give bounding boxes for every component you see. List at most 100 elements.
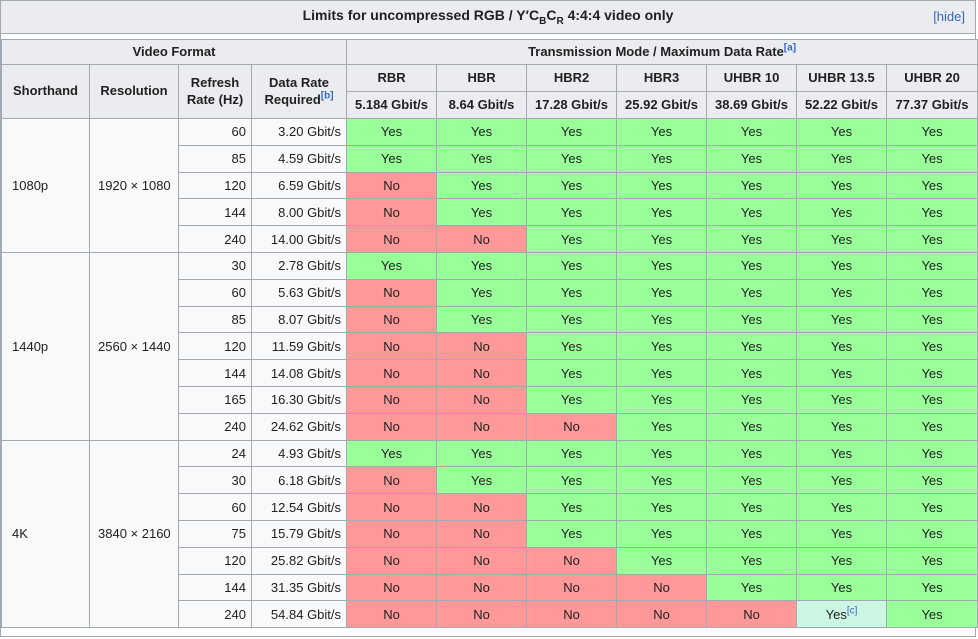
support-cell: Yes [616, 118, 708, 146]
refresh-rate-cell: 24 [178, 439, 252, 468]
support-cell: Yes [526, 278, 618, 307]
support-cell: Yes [346, 439, 438, 468]
title-text-end: 4:4:4 video only [563, 7, 674, 24]
hide-toggle-link[interactable]: [hide] [933, 9, 965, 24]
max-rate-hbr2: 17.28 Gbit/s [526, 91, 618, 119]
mode-header-rbr: RBR [346, 64, 438, 92]
table-row: 144 8.00 Gbit/s No Yes Yes Yes Yes Yes Yes [2, 198, 978, 227]
support-cell: Yes [526, 225, 618, 253]
support-cell: Yes [706, 305, 798, 334]
support-cell: Yes [616, 171, 708, 200]
refresh-rate-cell: 75 [178, 519, 252, 548]
shorthand-cell: 1080p [1, 118, 90, 253]
support-cell: Yes [796, 171, 888, 200]
resolution-column-header: Resolution [89, 64, 179, 119]
support-cell: Yes [706, 359, 798, 387]
support-cell: Yes [796, 466, 888, 495]
support-cell: Yes [526, 493, 618, 521]
support-cell: Yes [886, 144, 978, 173]
support-cell: Yes [616, 305, 708, 334]
support-cell: Yes [616, 385, 708, 414]
max-rate-uhbr20: 77.37 Gbit/s [886, 91, 978, 119]
support-cell: Yes [436, 198, 528, 227]
support-cell: No [616, 573, 708, 602]
support-label: Yes [825, 606, 847, 622]
data-rate-required-cell: 11.59 Gbit/s [250, 332, 348, 361]
support-cell: No [436, 600, 528, 629]
support-cell: Yes [886, 278, 978, 307]
support-cell: Yes [706, 466, 798, 495]
support-cell: Yes [526, 332, 618, 361]
support-cell: Yes [706, 385, 798, 414]
data-rate-required-cell: 3.20 Gbit/s [250, 118, 348, 146]
max-rate-uhbr10: 38.69 Gbit/s [706, 91, 798, 119]
support-cell: No [706, 600, 798, 629]
support-cell: Yes [706, 573, 798, 602]
table-row: 85 4.59 Gbit/s Yes Yes Yes Yes Yes Yes Yes [2, 144, 978, 173]
footnote-b-link[interactable]: [b] [320, 90, 334, 102]
support-cell: Yes [706, 118, 798, 146]
support-cell: No [436, 385, 528, 414]
support-cell: No [346, 466, 438, 495]
support-cell: Yes [796, 439, 888, 468]
support-cell: Yes [616, 519, 708, 548]
support-cell: No [526, 546, 618, 575]
support-cell: Yes [616, 466, 708, 495]
support-cell: Yes [796, 412, 888, 441]
support-cell: Yes [886, 198, 978, 227]
data-rate-column-header: Data Rate Required[b] [250, 64, 348, 119]
support-cell: Yes [886, 600, 978, 629]
support-cell: Yes [616, 493, 708, 521]
support-cell: Yes [616, 251, 708, 280]
support-cell: Yes [796, 385, 888, 414]
support-cell: Yes [436, 144, 528, 173]
support-cell: Yes [796, 225, 888, 253]
table-row: 240 24.62 Gbit/s No No No Yes Yes Yes Yes [2, 412, 978, 441]
support-cell: No [346, 600, 438, 629]
refresh-rate-cell: 144 [178, 359, 252, 387]
data-rate-required-cell: 15.79 Gbit/s [250, 519, 348, 548]
support-cell: No [346, 225, 438, 253]
support-cell: Yes [886, 412, 978, 441]
data-rate-required-cell: 25.82 Gbit/s [250, 546, 348, 575]
title-subscript-r: R [556, 15, 564, 27]
footnote-c-link[interactable]: [c] [846, 605, 858, 617]
support-cell: Yes [616, 359, 708, 387]
support-cell: Yes [706, 519, 798, 548]
title-text: Limits for uncompressed RGB / Y′C [302, 7, 540, 24]
support-cell: Yes [436, 171, 528, 200]
support-cell: No [436, 225, 528, 253]
support-cell: Yes [526, 144, 618, 173]
support-cell: Yes [886, 225, 978, 253]
support-cell: No [346, 305, 438, 334]
refresh-rate-cell: 240 [178, 412, 252, 441]
table-row: 120 25.82 Gbit/s No No No Yes Yes Yes Yes [2, 546, 978, 575]
mode-header-uhbr13-5: UHBR 13.5 [796, 64, 888, 92]
refresh-rate-cell: 120 [178, 332, 252, 361]
support-cell: No [436, 332, 528, 361]
shorthand-column-header: Shorthand [1, 64, 90, 119]
table-row: 60 12.54 Gbit/s No No Yes Yes Yes Yes Yes [2, 493, 978, 521]
resolution-cell: 1920 × 1080 [89, 118, 179, 253]
refresh-rate-cell: 120 [178, 171, 252, 200]
support-cell: Yes [796, 198, 888, 227]
support-cell: No [346, 332, 438, 361]
support-cell: Yes [526, 519, 618, 548]
support-cell: Yes [886, 439, 978, 468]
support-cell: Yes [886, 332, 978, 361]
mode-header-hbr: HBR [436, 64, 528, 92]
data-rate-required-cell: 5.63 Gbit/s [250, 278, 348, 307]
support-cell: Yes [796, 493, 888, 521]
data-rate-required-cell: 2.78 Gbit/s [250, 251, 348, 280]
resolution-cell: 3840 × 2160 [89, 439, 179, 629]
data-rate-required-cell: 8.00 Gbit/s [250, 198, 348, 227]
refresh-rate-cell: 165 [178, 385, 252, 414]
table-body: 1080p 1920 × 1080 60 3.20 Gbit/s Yes Yes Yes Ye… [1, 118, 978, 629]
support-cell: Yes [616, 332, 708, 361]
mode-header-hbr3: HBR3 [616, 64, 708, 92]
footnote-a-link[interactable]: [a] [783, 42, 797, 54]
table-row: 144 31.35 Gbit/s No No No No Yes Yes Yes [2, 573, 978, 602]
mode-header-uhbr20: UHBR 20 [886, 64, 978, 92]
table-section-header-row: Video Format Transmission Mode / Maximum… [0, 39, 978, 65]
table-title-bar: Limits for uncompressed RGB / Y′CBCR 4:4… [1, 1, 975, 34]
